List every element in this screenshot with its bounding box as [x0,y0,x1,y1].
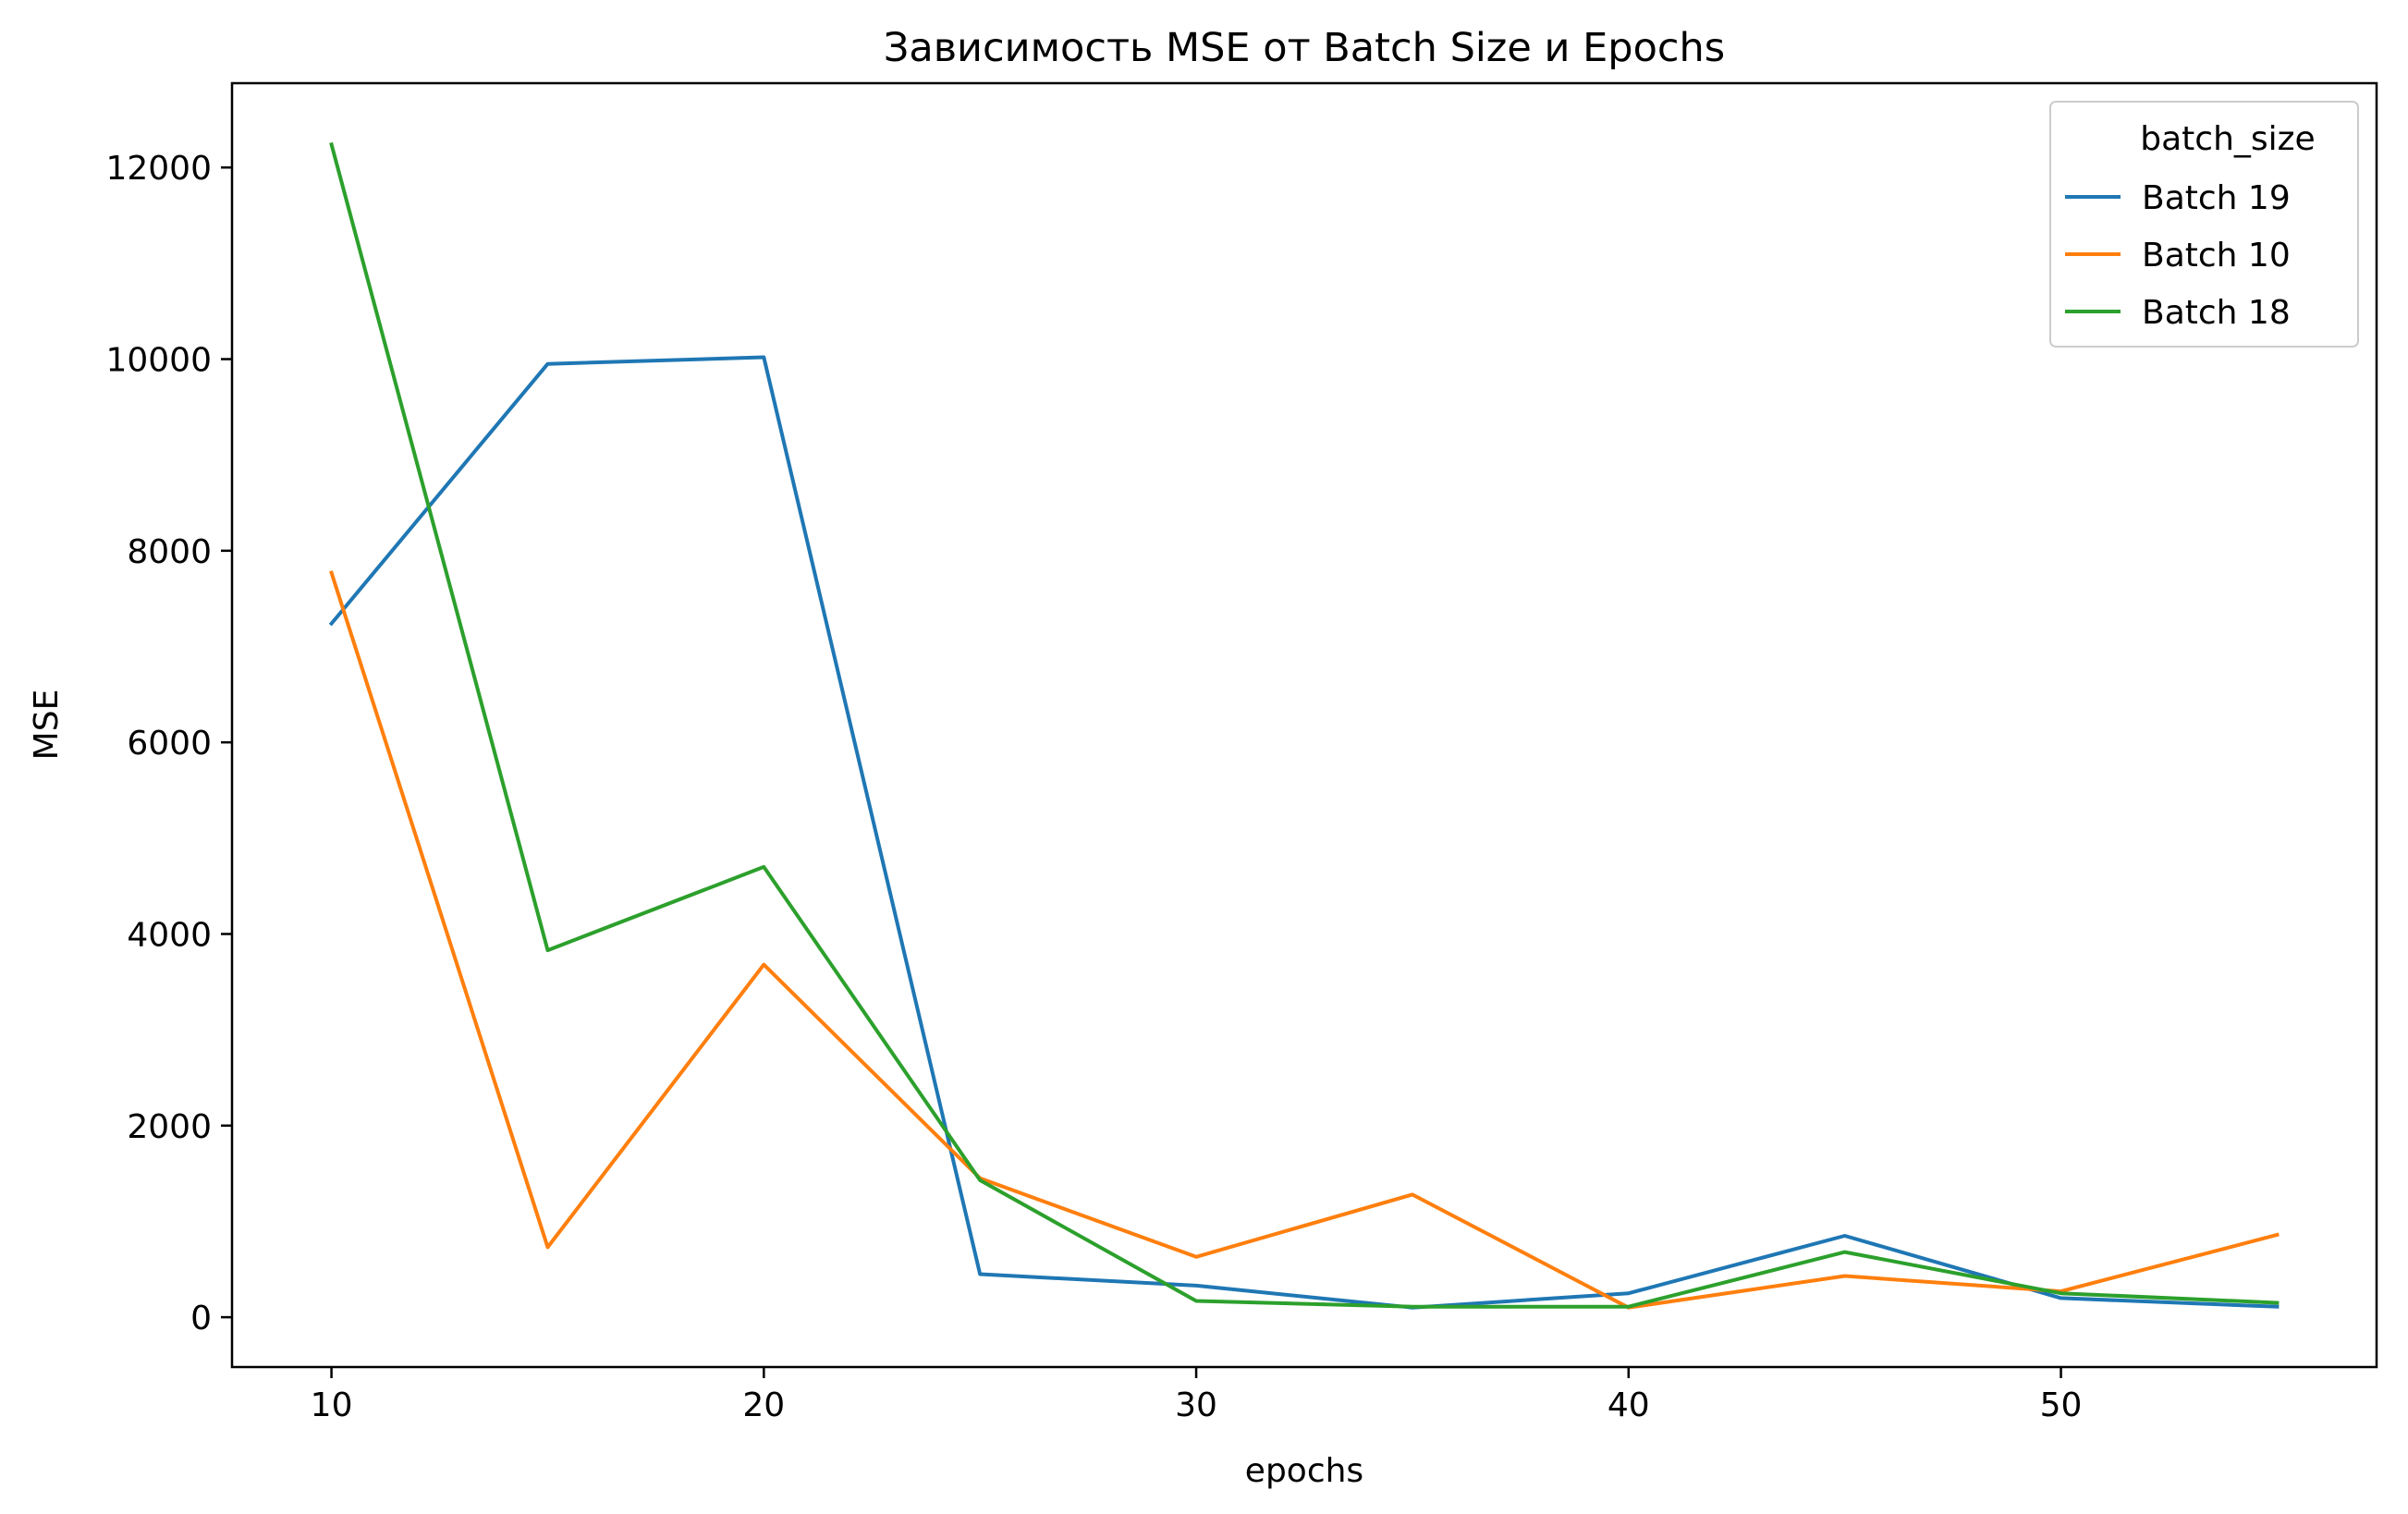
y-axis: 0 2000 4000 6000 8000 10000 12000 [105,150,232,1337]
legend: batch_size Batch 19 Batch 10 Batch 18 [2049,101,2359,348]
legend-box [2049,101,2359,348]
legend-label-1: Batch 10 [2142,237,2291,275]
x-axis: 10 20 30 40 50 [311,1367,2083,1424]
chart-title: Зависимость MSE от Batch Size и Epochs [884,25,1725,71]
series-line-0 [328,355,2280,1310]
y-tick-label: 10000 [105,342,212,380]
x-tick-label: 30 [1175,1386,1217,1424]
series-line-2 [329,141,2280,1309]
x-tick-label: 50 [2040,1386,2083,1424]
x-axis-title: epochs [1245,1452,1363,1490]
y-tick-label: 12000 [105,150,212,188]
x-tick-label: 10 [311,1386,353,1424]
y-axis-title: MSE [28,690,66,761]
y-tick-label: 2000 [127,1108,212,1146]
legend-label-0: Batch 19 [2142,179,2291,217]
legend-entries: Batch 19 Batch 10 Batch 18 [2065,179,2291,332]
y-tick-label: 8000 [127,533,212,571]
y-tick-label: 4000 [127,916,212,954]
legend-title: batch_size [2140,120,2315,158]
y-tick-label: 6000 [127,725,212,763]
legend-label-2: Batch 18 [2142,294,2291,332]
plot-lines [328,141,2280,1310]
x-tick-label: 40 [1607,1386,1650,1424]
y-tick-label: 0 [190,1300,212,1337]
series-line-1 [329,570,2280,1310]
x-tick-label: 20 [742,1386,785,1424]
plot-frame [230,81,2378,1369]
